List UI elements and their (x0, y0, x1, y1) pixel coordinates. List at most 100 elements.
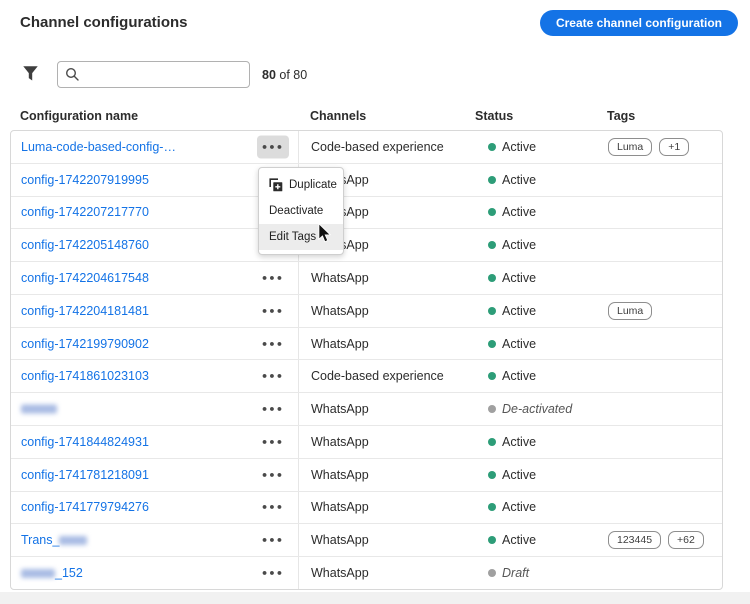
status-dot (488, 503, 496, 512)
column-header-status[interactable]: Status (475, 109, 514, 123)
channel-cell: WhatsApp (311, 336, 369, 351)
ellipsis-icon: ●●● (261, 567, 285, 578)
status-label: Active (502, 434, 537, 449)
filter-button[interactable] (19, 64, 41, 86)
ellipsis-icon: ●●● (261, 534, 285, 545)
config-name-link[interactable]: config-1741779794276 (21, 500, 149, 515)
config-name-link[interactable]: Luma-code-based-config-… (21, 139, 176, 154)
duplicate-icon (269, 178, 283, 192)
table-row: config-1741861023103 ●●● Code-based expe… (11, 359, 722, 392)
tag-pill[interactable]: Luma (608, 137, 653, 156)
status-label: De-activated (502, 402, 573, 417)
search-box (57, 61, 250, 88)
config-name-link[interactable]: config-1741861023103 (21, 369, 149, 384)
status-dot (488, 405, 496, 414)
redacted-text (21, 568, 55, 578)
tags-cell: Luma +1 (608, 137, 690, 156)
tag-pill[interactable]: +1 (659, 137, 690, 156)
status-dot (488, 175, 496, 184)
page-title: Channel configurations (20, 14, 188, 31)
config-name-link[interactable]: config-1742205148760 (21, 238, 149, 253)
config-name-link[interactable]: config-1741781218091 (21, 467, 149, 482)
row-actions-button[interactable]: ●●● (257, 529, 289, 552)
ellipsis-icon: ●●● (261, 338, 285, 349)
row-actions-button[interactable]: ●●● (257, 332, 289, 355)
row-actions-button[interactable]: ●●● (257, 496, 289, 519)
ellipsis-icon: ●●● (261, 403, 285, 414)
table-row: config-1742205148760 ●●● WhatsApp Active (11, 228, 722, 261)
channel-cell: WhatsApp (311, 271, 369, 286)
status-label: Active (502, 467, 537, 482)
channel-cell: WhatsApp (311, 566, 369, 581)
mouse-cursor-icon (317, 222, 332, 248)
status-label: Active (502, 205, 537, 220)
table-body: Luma-code-based-config-… ●●● Code-based … (10, 130, 723, 590)
result-count: 80 of 80 (262, 68, 307, 82)
tags-cell: 123445 +62 (608, 531, 704, 550)
status-dot (488, 470, 496, 479)
row-actions-button[interactable]: ●●● (257, 299, 289, 322)
status-label: Draft (502, 566, 530, 581)
menu-item-label: Deactivate (269, 205, 324, 217)
ellipsis-icon: ●●● (261, 469, 285, 480)
table-row: config-1742199790902 ●●● WhatsApp Active (11, 326, 722, 360)
create-channel-configuration-button[interactable]: Create channel configuration (539, 10, 738, 36)
column-header-tags[interactable]: Tags (607, 109, 636, 123)
config-name-link[interactable]: Trans_ (21, 533, 88, 547)
table-row: ●●● WhatsApp De-activated (11, 392, 722, 425)
channel-cell: WhatsApp (311, 434, 369, 449)
config-name-link[interactable]: config-1742199790902 (21, 336, 149, 351)
row-actions-button[interactable]: ●●● (257, 430, 289, 453)
ellipsis-icon: ●●● (261, 141, 285, 152)
tag-pill[interactable]: Luma (608, 301, 653, 320)
result-count-total: of 80 (279, 68, 308, 82)
table-row: config-1742204617548 ●●● WhatsApp Active (11, 261, 722, 294)
status-dot (488, 339, 496, 348)
status-dot (488, 241, 496, 250)
table-row: config-1742204181481 ●●● WhatsApp Active… (11, 293, 722, 327)
tags-cell: Luma (608, 301, 653, 320)
menu-item-deactivate[interactable]: Deactivate (259, 198, 343, 224)
channel-cell: WhatsApp (311, 533, 369, 548)
table-row: config-1742207217770 ●●● WhatsApp Active (11, 195, 722, 229)
status-label: Active (502, 336, 537, 351)
ellipsis-icon: ●●● (261, 370, 285, 381)
status-label: Active (502, 303, 537, 318)
config-name-link[interactable]: config-1742207217770 (21, 205, 149, 220)
status-dot (488, 142, 496, 151)
config-name-link[interactable]: config-1742204617548 (21, 271, 149, 286)
search-input[interactable] (85, 62, 249, 87)
row-actions-button[interactable]: ●●● (257, 135, 289, 159)
status-label: Active (502, 369, 537, 384)
status-label: Active (502, 238, 537, 253)
channel-cell: WhatsApp (311, 500, 369, 515)
config-name-link[interactable]: config-1742204181481 (21, 303, 149, 318)
ellipsis-icon: ●●● (261, 272, 285, 283)
row-actions-button[interactable]: ●●● (257, 463, 289, 486)
row-actions-button[interactable]: ●●● (257, 365, 289, 388)
tag-pill[interactable]: +62 (668, 531, 704, 550)
column-header-configuration-name[interactable]: Configuration name (20, 109, 139, 123)
config-name-link[interactable]: config-1742207919995 (21, 172, 149, 187)
tag-pill[interactable]: 123445 (608, 531, 662, 550)
menu-item-duplicate[interactable]: Duplicate (259, 172, 343, 198)
table-row: config-1741779794276 ●●● WhatsApp Active (11, 490, 722, 524)
config-name-link[interactable]: config-1741844824931 (21, 434, 149, 449)
config-name-link[interactable] (21, 404, 57, 414)
menu-item-edit-tags[interactable]: Edit Tags (259, 224, 343, 250)
ellipsis-icon: ●●● (261, 501, 285, 512)
config-name-link[interactable]: _152 (21, 566, 83, 580)
row-actions-button[interactable]: ●●● (257, 267, 289, 290)
status-label: Active (502, 271, 537, 286)
row-actions-menu: Duplicate Deactivate Edit Tags (258, 167, 344, 255)
row-actions-button[interactable]: ●●● (257, 398, 289, 421)
search-icon (65, 67, 80, 82)
status-label: Active (502, 533, 537, 548)
channel-cell: WhatsApp (311, 303, 369, 318)
table-row: _152 ●●● WhatsApp Draft (11, 556, 722, 589)
status-dot (488, 306, 496, 315)
table-row: config-1742207919995 ●●● WhatsApp Active (11, 162, 722, 196)
row-actions-button[interactable]: ●●● (257, 562, 289, 585)
column-header-channels[interactable]: Channels (310, 109, 367, 123)
